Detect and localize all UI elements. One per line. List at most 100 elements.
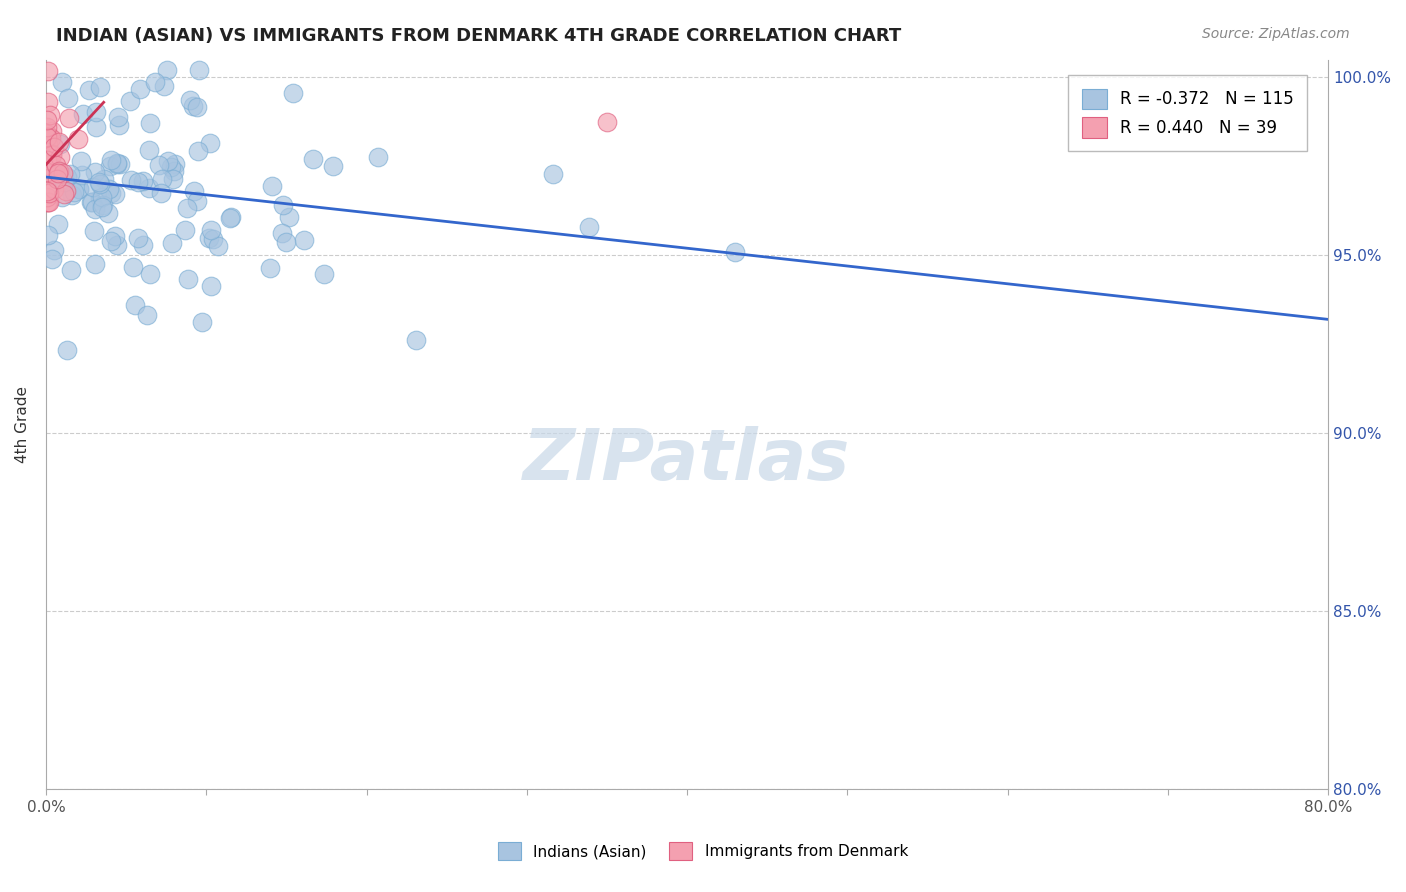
Point	[107, 110, 129, 124]
Point	[37, 95, 59, 110]
Point	[153, 79, 176, 94]
Point	[219, 211, 242, 226]
Point	[91, 190, 114, 204]
Point	[148, 158, 170, 172]
Point	[70, 168, 93, 182]
Point	[156, 63, 179, 78]
Point	[120, 173, 142, 187]
Point	[186, 194, 208, 209]
Point	[84, 120, 107, 135]
Point	[173, 223, 195, 237]
Point	[41, 252, 63, 267]
Text: Source: ZipAtlas.com: Source: ZipAtlas.com	[1202, 27, 1350, 41]
Point	[56, 170, 79, 185]
Point	[100, 234, 122, 248]
Point	[139, 116, 162, 130]
Y-axis label: 4th Grade: 4th Grade	[15, 386, 30, 463]
Point	[127, 231, 149, 245]
Point	[191, 315, 214, 329]
Point	[89, 80, 111, 95]
Point	[35, 190, 58, 204]
Point	[200, 136, 222, 150]
Point	[35, 130, 58, 145]
Point	[187, 63, 209, 78]
Point	[181, 99, 204, 113]
Point	[104, 229, 127, 244]
Point	[129, 82, 152, 96]
Text: ZIPatlas: ZIPatlas	[523, 426, 851, 495]
Point	[46, 170, 69, 185]
Point	[98, 182, 121, 196]
Point	[138, 181, 160, 195]
Point	[42, 182, 65, 196]
Point	[277, 210, 299, 224]
Point	[62, 185, 84, 199]
Point	[82, 180, 104, 194]
Point	[177, 272, 200, 286]
Point	[83, 257, 105, 271]
Point	[136, 308, 159, 322]
Point	[35, 153, 58, 168]
Point	[262, 178, 284, 193]
Point	[281, 86, 304, 100]
Point	[105, 238, 128, 252]
Point	[150, 186, 173, 201]
Point	[67, 182, 90, 196]
Point	[46, 166, 69, 180]
Point	[55, 184, 77, 198]
Point	[66, 132, 89, 146]
Point	[59, 263, 82, 277]
Point	[41, 147, 63, 161]
Point	[276, 235, 298, 249]
Point	[93, 172, 115, 186]
Point	[100, 186, 122, 200]
Point	[48, 164, 70, 178]
Point	[108, 118, 131, 132]
Point	[91, 200, 114, 214]
Point	[37, 138, 59, 153]
Point	[52, 166, 75, 180]
Point	[84, 202, 107, 217]
Point	[38, 151, 60, 165]
Point	[84, 104, 107, 119]
Point	[200, 279, 222, 293]
Point	[82, 194, 104, 209]
Point	[84, 165, 107, 179]
Point	[160, 160, 183, 174]
Point	[38, 130, 60, 145]
Point	[38, 108, 60, 122]
Point	[51, 75, 73, 89]
Point	[79, 194, 101, 209]
Point	[35, 165, 58, 179]
Point	[58, 112, 80, 126]
Point	[59, 168, 82, 182]
Point	[405, 334, 427, 348]
Point	[37, 194, 59, 209]
Point	[104, 186, 127, 201]
Point	[87, 175, 110, 189]
Point	[77, 83, 100, 97]
Point	[60, 188, 83, 202]
Point	[37, 168, 59, 182]
Point	[56, 91, 79, 105]
Point	[132, 174, 155, 188]
Point	[67, 182, 90, 196]
Point	[42, 139, 65, 153]
Point	[367, 150, 389, 164]
Point	[186, 100, 208, 114]
Point	[83, 224, 105, 238]
Point	[35, 120, 58, 135]
Point	[176, 202, 198, 216]
Point	[271, 198, 294, 212]
Point	[45, 158, 67, 172]
Point	[97, 206, 120, 220]
Point	[37, 145, 59, 160]
Point	[271, 226, 294, 240]
Point	[35, 128, 58, 142]
Point	[292, 233, 315, 247]
Point	[724, 245, 747, 260]
Point	[200, 223, 222, 237]
Point	[37, 228, 59, 243]
Point	[179, 93, 201, 107]
Point	[48, 164, 70, 178]
